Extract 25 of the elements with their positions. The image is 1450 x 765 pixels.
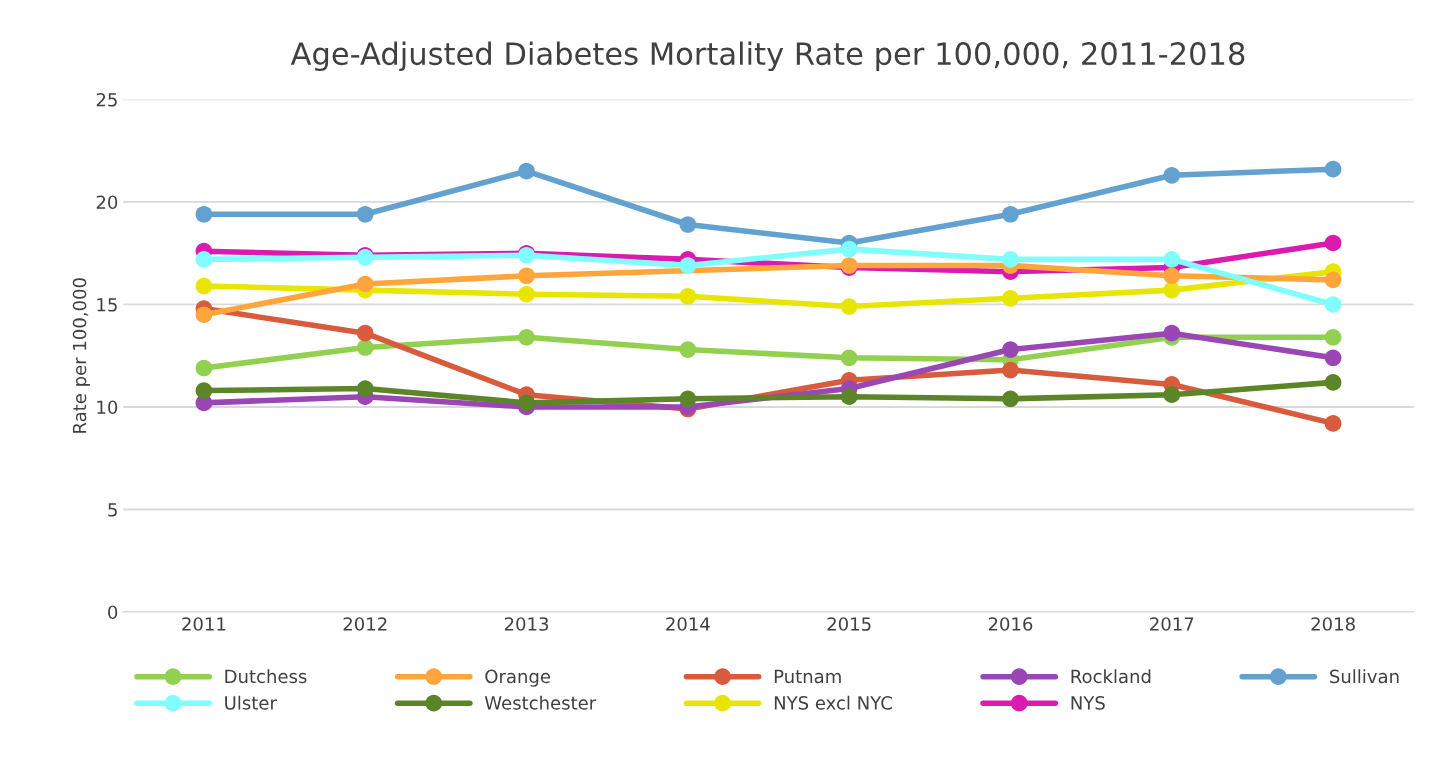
x-tick-label: 2012: [343, 617, 387, 631]
legend-label: Westchester: [484, 695, 597, 710]
x-tick-label: 2011: [182, 617, 226, 631]
x-tick-label: 2017: [1150, 617, 1194, 631]
legend-label: NYS excl NYC: [774, 695, 892, 710]
y-tick-label: 0: [108, 605, 118, 620]
y-tick-label: 25: [96, 92, 117, 107]
chart-title: Age-Adjusted Diabetes Mortality Rate per 100,000, 2011-2018: [290, 41, 1245, 72]
legend-label: NYS: [1071, 696, 1105, 710]
x-tick-label: 2014: [666, 617, 710, 631]
y-tick-label: 15: [97, 298, 117, 312]
y-tick-label: 10: [97, 400, 118, 415]
x-tick-label: 2015: [827, 617, 871, 631]
legend-label: Rockland: [1071, 669, 1151, 684]
x-tick-label: 2016: [988, 617, 1033, 631]
y-axis-title: Rate per 100,000: [72, 278, 90, 433]
x-tick-label: 2013: [504, 617, 549, 631]
legend-label: Dutchess: [225, 669, 307, 684]
legend-label: Ulster: [225, 695, 277, 710]
legend-label: Putnam: [774, 669, 841, 684]
x-tick-label: 2018: [1311, 617, 1355, 631]
legend-label: Orange: [485, 669, 551, 687]
y-tick-label: 5: [108, 503, 117, 517]
legend-label: Sullivan: [1330, 669, 1399, 684]
y-tick-label: 20: [96, 195, 118, 210]
